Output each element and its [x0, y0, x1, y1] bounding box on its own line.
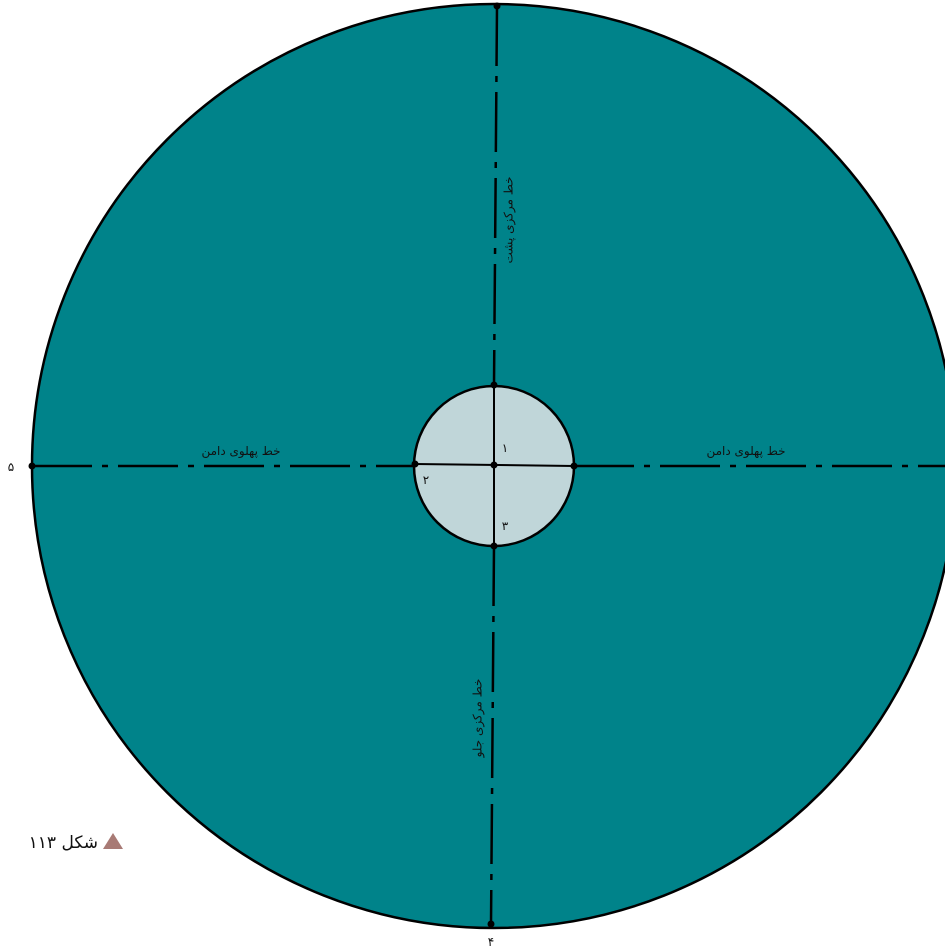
caption-marker-icon — [103, 833, 123, 849]
point-hem-bottom — [487, 920, 495, 928]
label-center-front: خط مرکزی جلو — [471, 679, 486, 759]
figure-caption: شکل ۱۱۳ — [29, 833, 98, 853]
point-hem-top — [493, 2, 501, 10]
center-back-line — [492, 5, 499, 386]
point-hem-left — [28, 462, 36, 470]
dashed-guide-lines — [32, 5, 945, 925]
point-center — [490, 461, 498, 469]
point-waist-top — [490, 381, 498, 389]
label-center-back: خط مرکزی پشت — [502, 176, 517, 263]
label-side-left: خط پهلوی دامن — [201, 444, 280, 459]
point-waist-right — [570, 462, 578, 470]
point-number-1: ۱ — [502, 441, 508, 455]
point-waist-left — [411, 460, 419, 468]
label-side-right: خط پهلوی دامن — [706, 444, 785, 459]
point-number-4: ۴ — [488, 935, 494, 949]
point-number-2: ۲ — [423, 473, 429, 487]
point-waist-bottom — [490, 542, 498, 550]
point-number-5: ۵ — [8, 460, 14, 474]
construction-points — [28, 2, 578, 928]
point-number-3: ۳ — [502, 519, 509, 533]
center-front-line — [489, 545, 496, 925]
